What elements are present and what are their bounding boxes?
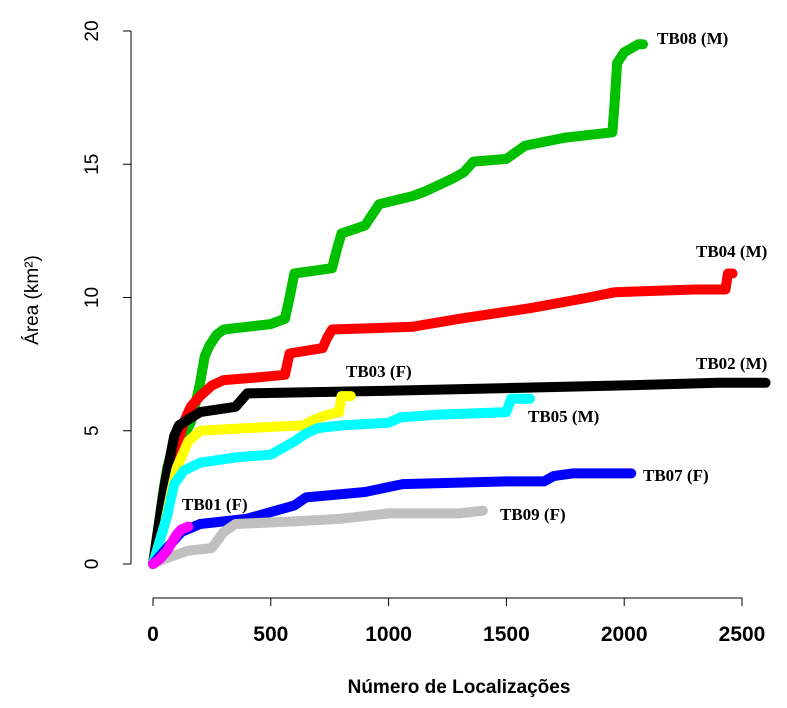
series-label-tb03: TB03 (F) <box>346 362 412 381</box>
series-label-tb08: TB08 (M) <box>657 29 728 48</box>
x-axis-title: Número de Localizações <box>348 677 571 698</box>
y-tick-label: 0 <box>82 559 103 570</box>
x-tick-label: 500 <box>253 623 288 646</box>
series-label-tb02: TB02 (M) <box>696 354 767 373</box>
x-tick-label: 2000 <box>601 623 648 646</box>
x-tick-label: 1500 <box>483 623 530 646</box>
y-tick-label: 15 <box>82 154 103 175</box>
x-tick-label: 0 <box>147 623 159 646</box>
series-line-tb02 <box>148 377 771 569</box>
y-tick-label: 10 <box>82 287 103 308</box>
series-label-tb05: TB05 (M) <box>528 407 599 426</box>
series-label-tb01: TB01 (F) <box>182 495 248 514</box>
y-axis-title: Área (km²) <box>22 255 43 345</box>
series-label-tb09: TB09 (F) <box>500 505 566 524</box>
series-label-tb04: TB04 (M) <box>696 242 767 261</box>
x-axis: 0 500 1000 1500 2000 2500 <box>147 597 766 646</box>
series-labels: TB08 (M) TB04 (M) TB02 (M) TB03 (F) TB05 (M)… <box>182 29 767 524</box>
series-label-tb07: TB07 (F) <box>643 466 709 485</box>
y-tick-label: 5 <box>82 425 103 436</box>
x-tick-label: 1000 <box>365 623 412 646</box>
series-line-tb05 <box>148 393 535 569</box>
y-axis: 0 5 10 15 20 <box>82 20 132 570</box>
x-tick-label: 2500 <box>719 623 766 646</box>
plot-lines <box>148 39 771 569</box>
y-tick-label: 20 <box>82 20 103 41</box>
series-line-tb09 <box>148 505 488 569</box>
series-line-tb01 <box>148 521 194 569</box>
